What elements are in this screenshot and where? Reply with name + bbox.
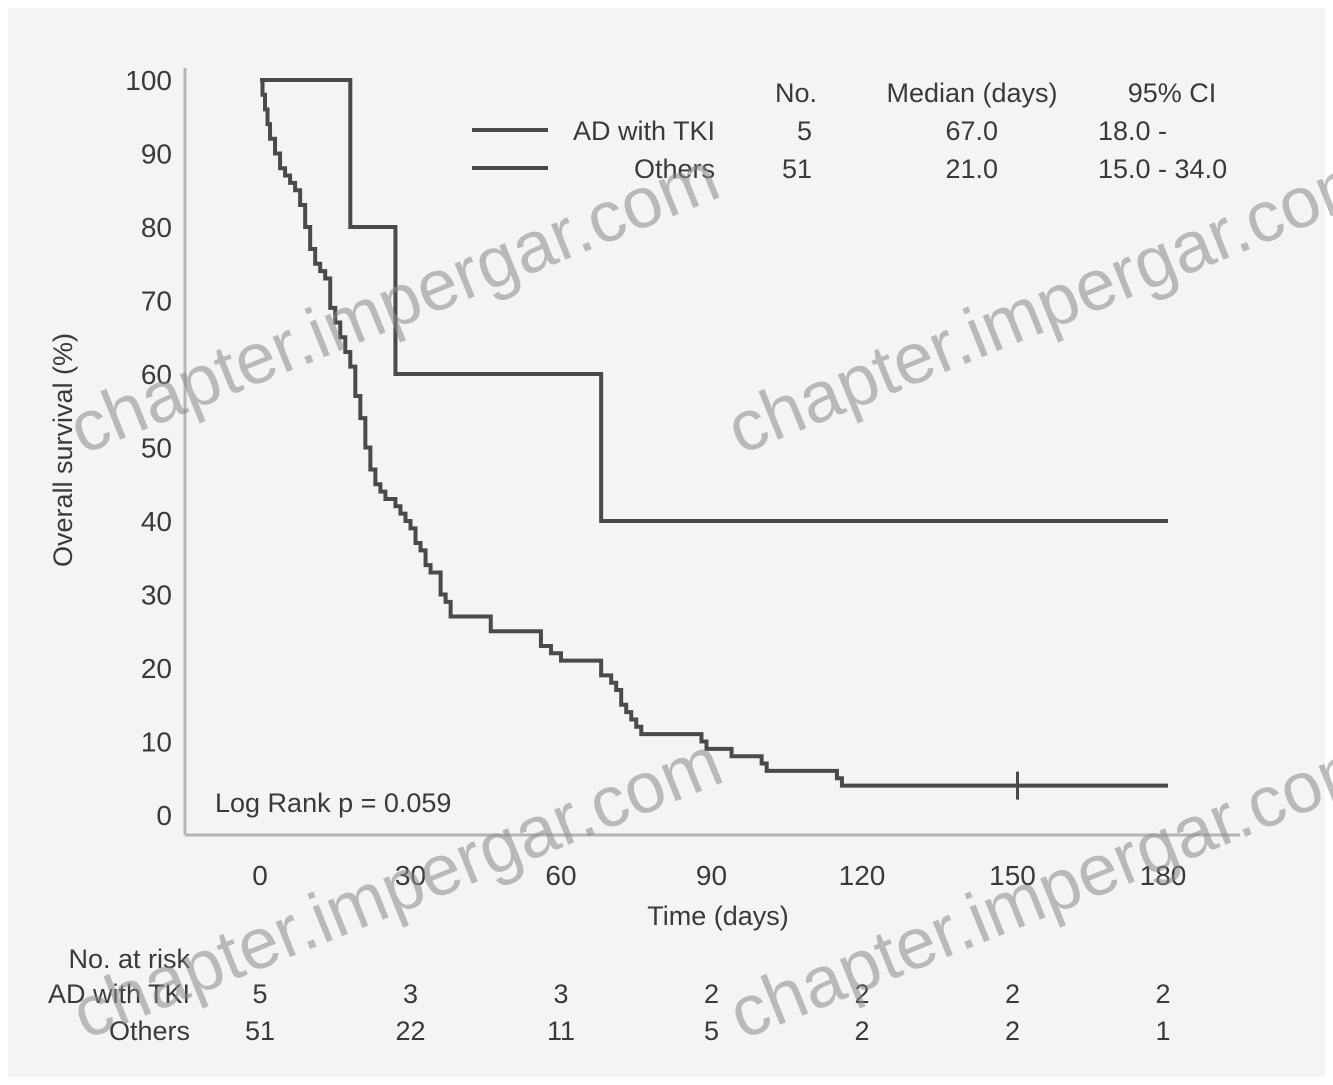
at-risk-name-others: Others xyxy=(109,1016,190,1046)
at-risk-value: 2 xyxy=(1005,1016,1020,1046)
at-risk-name-ad-with-tki: AD with TKI xyxy=(48,979,190,1009)
at-risk-value: 2 xyxy=(704,979,719,1009)
legend-median-ad-with-tki: 67.0 xyxy=(945,116,998,146)
legend-no-others: 51 xyxy=(782,154,812,184)
at-risk-value: 2 xyxy=(1005,979,1020,1009)
log-rank-annotation: Log Rank p = 0.059 xyxy=(215,788,451,818)
watermark-text: chapter.impergar.com xyxy=(61,721,733,1055)
at-risk-value: 2 xyxy=(1155,979,1170,1009)
legend-name-others: Others xyxy=(634,154,715,184)
x-axis-label: Time (days) xyxy=(647,901,789,931)
y-tick-label: 70 xyxy=(141,286,172,317)
legend-header-median: Median (days) xyxy=(886,78,1057,108)
x-tick-label: 120 xyxy=(839,860,886,891)
legend-ci-others: 15.0 - 34.0 xyxy=(1098,154,1227,184)
legend-header-ci: 95% CI xyxy=(1128,78,1217,108)
y-tick-label: 40 xyxy=(141,506,172,537)
at-risk-value: 11 xyxy=(547,1016,575,1046)
at-risk-value: 2 xyxy=(854,1016,869,1046)
y-tick-label: 50 xyxy=(141,433,172,464)
y-tick-labels: 0 10 20 30 40 50 60 70 80 90 100 xyxy=(125,65,172,831)
y-tick-label: 100 xyxy=(125,65,172,96)
at-risk-value: 3 xyxy=(553,979,568,1009)
y-tick-label: 0 xyxy=(156,800,172,831)
y-tick-label: 10 xyxy=(141,727,172,758)
at-risk-value: 1 xyxy=(1155,1016,1170,1046)
at-risk-values: 5 3 3 2 2 2 251 22 11 5 2 2 1 xyxy=(245,979,1171,1046)
x-tick-label: 60 xyxy=(545,860,576,891)
series-line-others xyxy=(260,78,1169,788)
chart-background xyxy=(8,8,1325,1077)
y-tick-label: 20 xyxy=(141,653,172,684)
watermark-text: chapter.impergar.com xyxy=(716,136,1333,470)
legend-name-ad-with-tki: AD with TKI xyxy=(573,116,715,146)
x-tick-label: 180 xyxy=(1140,860,1187,891)
series-line-ad-with-tki xyxy=(260,78,1169,523)
legend-header-no: No. xyxy=(775,78,817,108)
at-risk-table: No. at risk AD with TKI Others 5 3 3 2 2 2 251… xyxy=(48,944,1171,1046)
survival-curves xyxy=(260,78,1169,800)
at-risk-value: 5 xyxy=(704,1016,719,1046)
x-tick-labels: 0 30 60 90 120 150 180 xyxy=(252,860,1186,891)
x-tick-label: 0 xyxy=(252,860,268,891)
at-risk-value: 2 xyxy=(854,979,869,1009)
legend-no-ad-with-tki: 5 xyxy=(797,116,812,146)
y-tick-label: 30 xyxy=(141,580,172,611)
at-risk-title: No. at risk xyxy=(68,944,190,974)
x-tick-label: 90 xyxy=(696,860,727,891)
at-risk-value: 22 xyxy=(395,1016,425,1046)
at-risk-value: 5 xyxy=(252,979,267,1009)
y-tick-label: 60 xyxy=(141,359,172,390)
y-axis-label: Overall survival (%) xyxy=(48,333,78,567)
y-tick-label: 90 xyxy=(141,139,172,170)
y-tick-label: 80 xyxy=(141,212,172,243)
x-tick-label: 150 xyxy=(989,860,1036,891)
x-tick-label: 30 xyxy=(395,860,426,891)
at-risk-value: 51 xyxy=(245,1016,275,1046)
legend-table: No. Median (days) 95% CI AD with TKI 5 6… xyxy=(472,78,1227,184)
legend-median-others: 21.0 xyxy=(945,154,998,184)
at-risk-value: 3 xyxy=(403,979,418,1009)
legend-ci-ad-with-tki: 18.0 - xyxy=(1098,116,1167,146)
